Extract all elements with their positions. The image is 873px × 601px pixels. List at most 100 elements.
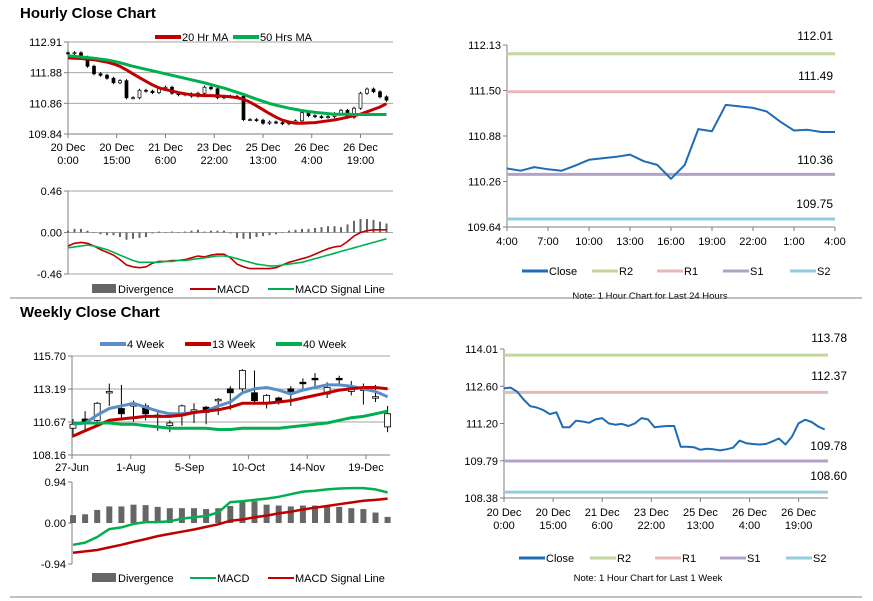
x-tick-label: 26 Dec (294, 142, 329, 154)
divergence-bar (227, 505, 234, 523)
x-tick-label: 0:00 (493, 520, 514, 532)
legend-close: Close (546, 553, 574, 565)
x-tick-label: 5-Sep (175, 462, 204, 474)
candle (254, 119, 259, 121)
divergence-bar (190, 230, 193, 233)
divergence-bar (366, 218, 368, 233)
x-tick-label: 19-Dec (348, 462, 384, 474)
candle (358, 92, 363, 109)
candle (111, 77, 116, 84)
candle (384, 96, 389, 101)
divergence-bar (158, 231, 160, 233)
candle (384, 413, 392, 428)
divergence-bar (372, 219, 375, 233)
divergence-bar (312, 505, 318, 523)
legend-50hrs-ma: 50 Hrs MA (260, 32, 313, 44)
y-tick-label: 115.70 (33, 351, 66, 363)
divergence-bar (215, 508, 222, 523)
divergence-bar (275, 232, 277, 235)
divergence-bar (145, 232, 147, 238)
legend-r2: R2 (619, 266, 633, 278)
divergence-bar (301, 228, 303, 233)
legend-divergence: Divergence (118, 573, 174, 585)
y-tick-label: -0.46 (37, 269, 62, 281)
candle (267, 121, 272, 124)
divergence-bar (203, 231, 206, 233)
y-tick-label: 111.50 (469, 86, 501, 98)
x-tick-label: 21 Dec (148, 142, 183, 154)
divergence-bar (359, 218, 362, 233)
x-tick-label: 4:00 (739, 520, 760, 532)
divergence-bar (119, 232, 121, 238)
candle (144, 89, 148, 92)
x-tick-label: 20 Dec (51, 142, 86, 154)
ma-line-1 (67, 54, 387, 116)
x-tick-label: 20 Dec (536, 507, 571, 519)
y-tick-label: 109.84 (28, 129, 62, 141)
legend-macd-signal: MACD Signal Line (295, 284, 385, 296)
x-tick-label: 20 Dec (487, 507, 522, 519)
divergence-bar (171, 231, 173, 233)
divergence-bar (178, 508, 185, 523)
ma-line-1 (72, 386, 388, 438)
x-tick-label: 13:00 (687, 520, 715, 532)
legend-divergence-swatch (92, 284, 116, 293)
divergence-bar (106, 232, 108, 236)
divergence-bar (340, 227, 342, 233)
candle (248, 119, 252, 121)
chart-note: Note: 1 Hour Chart for Last 1 Week (574, 573, 723, 584)
divergence-bar (288, 230, 290, 233)
candle (238, 370, 246, 390)
candle (214, 398, 222, 402)
x-tick-label: 26 Dec (343, 142, 378, 154)
candle (274, 121, 278, 124)
weekly-chart-title: Weekly Close Chart (20, 304, 160, 321)
divergence-bar (263, 504, 270, 523)
x-tick-label: 4:00 (301, 155, 322, 167)
candle (209, 86, 213, 90)
divergence-bar (106, 506, 113, 523)
x-tick-label: 1-Aug (116, 462, 145, 474)
divergence-bar (125, 232, 128, 240)
macd-line (67, 229, 387, 270)
candle (92, 65, 96, 75)
divergence-bar (314, 227, 316, 233)
divergence-bar (80, 228, 82, 233)
divergence-bar (191, 508, 197, 523)
legend-macd: MACD (217, 573, 249, 585)
x-tick-label: 10:00 (575, 236, 603, 248)
legend-divergence: Divergence (118, 284, 174, 296)
divergence-bar (93, 232, 95, 233)
candle (226, 388, 234, 394)
y-tick-label: 108.16 (32, 450, 66, 462)
divergence-bar (348, 508, 355, 523)
chart-note: Note: 1 Hour Chart for Last 24 Hours (572, 291, 727, 302)
candle (105, 74, 109, 79)
x-tick-label: 23 Dec (197, 142, 232, 154)
legend-13-week: 13 Week (212, 339, 256, 351)
divergence-bar (151, 232, 154, 234)
divergence-bar (287, 506, 294, 523)
ma-line-0 (72, 383, 389, 426)
level-label: 112.01 (797, 29, 833, 43)
x-tick-label: 4:00 (496, 236, 517, 248)
legend-r1: R1 (684, 266, 698, 278)
candle (131, 97, 135, 100)
y-tick-label: 109.64 (467, 222, 501, 234)
x-tick-label: 0:00 (57, 155, 78, 167)
divergence-bar (216, 230, 219, 233)
divergence-bar (294, 229, 297, 233)
divergence-bar (142, 505, 149, 523)
y-tick-label: 0.00 (45, 518, 66, 530)
divergence-bar (353, 220, 355, 233)
x-tick-label: 7:00 (537, 236, 558, 248)
legend-r1: R1 (682, 553, 696, 565)
divergence-bar (184, 231, 186, 233)
divergence-bar (384, 516, 391, 523)
x-tick-label: 26 Dec (781, 507, 816, 519)
x-tick-label: 13:00 (249, 155, 277, 167)
x-tick-label: 26 Dec (732, 507, 767, 519)
x-tick-label: 23 Dec (634, 507, 669, 519)
macd-signal-line (67, 238, 387, 267)
